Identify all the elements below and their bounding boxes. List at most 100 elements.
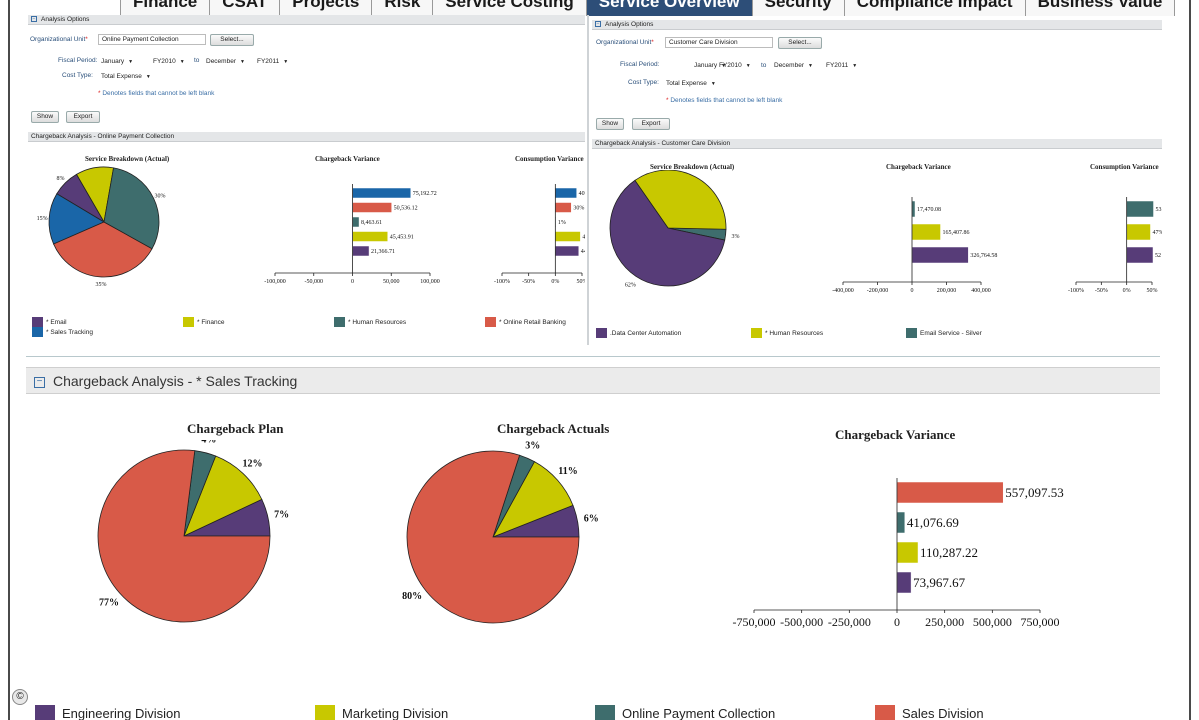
cost-type-value: Total Expense: [101, 73, 142, 80]
pie-slice-label: 80%: [402, 591, 422, 602]
to-year-select[interactable]: FY2011 ▼: [826, 60, 857, 71]
required-note-text: Denotes fields that cannot be left blank: [670, 97, 783, 104]
to-month-select[interactable]: December ▼: [206, 56, 245, 67]
right-options-header[interactable]: − Analysis Options: [592, 20, 1162, 30]
pie-slice-label: 62%: [625, 283, 636, 289]
dropdown-arrow-icon: ▼: [710, 81, 716, 87]
from-year-select[interactable]: FY2010 ▼: [153, 56, 185, 67]
tab-label: Service Overview: [598, 0, 740, 11]
x-tick-label: 50%: [1147, 288, 1158, 294]
export-button[interactable]: Export: [66, 111, 100, 123]
x-tick-label: -400,000: [832, 288, 854, 294]
tab-security[interactable]: Security: [751, 0, 845, 16]
show-button[interactable]: Show: [31, 111, 59, 123]
tab-label: Service Costing: [445, 0, 574, 11]
x-tick-label: -200,000: [867, 288, 889, 294]
bar-value-label: 326,764.58: [970, 253, 997, 259]
collapse-icon[interactable]: −: [34, 376, 45, 388]
dropdown-arrow-icon: ▼: [852, 63, 858, 69]
tab-projects[interactable]: Projects: [279, 0, 373, 16]
tab-csat[interactable]: CSAT: [209, 0, 281, 16]
main-tab-bar: Finance CSAT Projects Risk Service Costi…: [120, 0, 1176, 16]
panel-divider: [587, 15, 589, 345]
tab-service-overview[interactable]: Service Overview: [585, 0, 753, 16]
to-label: to: [761, 62, 767, 69]
pie-slice: [609, 179, 726, 287]
from-year-value: FY2010: [719, 62, 742, 69]
legend-sales-division: Sales Division: [875, 705, 984, 720]
right-service-pie: 3% 35% 62%: [609, 170, 740, 289]
left-options-title: Analysis Options: [41, 16, 90, 23]
bar-value-label: 44%: [581, 249, 585, 255]
collapse-icon[interactable]: −: [31, 16, 37, 23]
left-options-header[interactable]: − Analysis Options: [28, 15, 585, 25]
variance-bar: [555, 202, 572, 213]
tab-risk[interactable]: Risk: [371, 0, 434, 16]
copyright-icon: ©: [12, 689, 28, 705]
pie-slice: [183, 455, 263, 537]
pie-slice-label: 3%: [732, 234, 740, 240]
variance-bar: [352, 187, 412, 199]
pie-slice: [48, 193, 105, 245]
from-month-select[interactable]: January ▼: [694, 60, 726, 71]
export-button[interactable]: Export: [632, 118, 670, 130]
pie-slice: [97, 449, 271, 623]
bar-value-label: 41,076.69: [907, 515, 959, 530]
x-tick-label: -750,000: [733, 615, 776, 629]
bar-value-label: 165,407.86: [943, 230, 970, 236]
to-month-select[interactable]: December ▼: [774, 60, 813, 71]
legend-label: * Sales Tracking: [46, 328, 93, 336]
to-year-value: FY2011: [257, 58, 280, 65]
org-unit-field[interactable]: Customer Care Division: [665, 37, 773, 48]
legend-human-resources: * Human Resources: [751, 328, 823, 338]
fiscal-period-label: Fiscal Period:: [620, 61, 660, 68]
legend-swatch: [315, 705, 335, 720]
to-year-select[interactable]: FY2011 ▼: [257, 56, 288, 67]
left-pie-title: Service Breakdown (Actual): [85, 155, 170, 163]
variance-bar: [1126, 200, 1154, 218]
variance-bar: [1126, 246, 1154, 264]
cost-type-select[interactable]: Total Expense ▼: [666, 78, 716, 89]
from-month-select[interactable]: January ▼: [101, 56, 133, 67]
tab-label: Projects: [292, 0, 360, 11]
bar-value-label: 47%: [582, 235, 585, 241]
to-year-value: FY2011: [826, 62, 849, 69]
legend-swatch: [183, 317, 194, 327]
cost-type-label: Cost Type:: [62, 72, 93, 79]
to-month-value: December: [206, 58, 236, 65]
show-button[interactable]: Show: [596, 118, 624, 130]
bar-value-label: 21,366.71: [371, 249, 395, 255]
legend-engineering-division: Engineering Division: [35, 705, 181, 720]
x-tick-label: -500,000: [780, 615, 823, 629]
legend-swatch: [32, 317, 43, 327]
org-unit-field[interactable]: Online Payment Collection: [98, 34, 206, 45]
pie-slice-label: 30%: [154, 193, 165, 199]
variance-bar: [896, 541, 919, 564]
pie-slice-label: 3%: [525, 441, 540, 452]
select-org-button[interactable]: Select...: [210, 34, 254, 46]
from-month-value: January: [694, 62, 718, 69]
collapse-icon[interactable]: −: [595, 21, 601, 28]
legend-online-payment-collection: Online Payment Collection: [595, 705, 775, 720]
bar-value-label: 557,097.53: [1005, 485, 1064, 500]
actuals-pie: 6% 11% 3% 80%: [402, 441, 599, 624]
tab-compliance-impact[interactable]: Compliance Impact: [843, 0, 1026, 16]
bar-value-label: 75,192.72: [413, 191, 437, 197]
tab-business-value[interactable]: Business Value: [1024, 0, 1176, 16]
dropdown-arrow-icon: ▼: [239, 59, 245, 65]
pie-slice-label: 6%: [584, 514, 599, 525]
actuals-chart-title: Chargeback Actuals: [497, 421, 610, 436]
from-year-select[interactable]: FY2010 ▼: [719, 60, 751, 71]
tab-service-costing[interactable]: Service Costing: [432, 0, 587, 16]
select-org-button[interactable]: Select...: [778, 37, 822, 49]
right-charts-svg: 3% 35% 62% 17,470.08 165,407.86 326,764.58 -4…: [609, 170, 1162, 294]
required-note-text: Denotes fields that cannot be left blank: [102, 90, 215, 97]
sales-tracking-header[interactable]: − Chargeback Analysis - * Sales Tracking: [26, 367, 1160, 394]
right-chargeback-bars: 17,470.08 165,407.86 326,764.58 -400,000 -20…: [832, 197, 997, 294]
legend-label: Engineering Division: [62, 706, 181, 720]
x-tick-label: 50,000: [383, 279, 400, 285]
tab-finance[interactable]: Finance: [120, 0, 211, 16]
cost-type-select[interactable]: Total Expense ▼: [101, 71, 151, 82]
pie-slice-label: 4%: [201, 440, 216, 445]
left-consumption-bars: 40% 30% 1% 47% 44% -100% -50% 0% 50%: [494, 184, 585, 285]
